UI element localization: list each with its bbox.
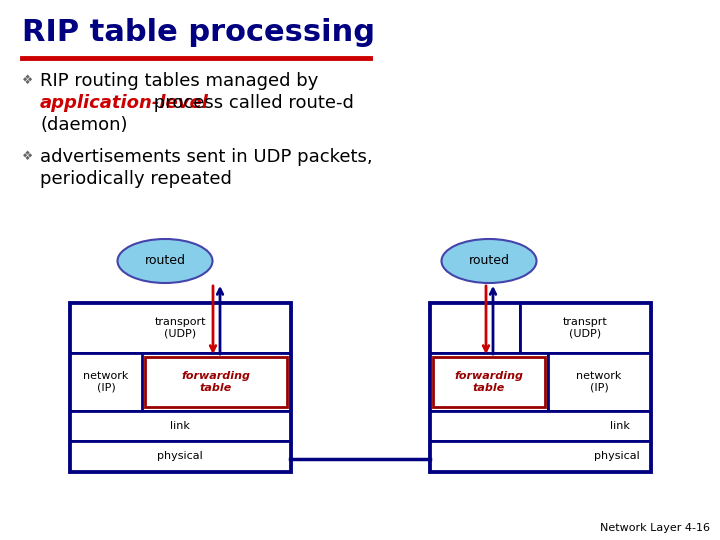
Text: network
(IP): network (IP) — [576, 371, 621, 393]
Bar — [145, 357, 287, 407]
Text: process called route-d: process called route-d — [148, 94, 354, 112]
Bar — [70, 303, 290, 353]
Text: link: link — [610, 421, 630, 431]
Bar — [430, 303, 520, 353]
Text: periodically repeated: periodically repeated — [40, 170, 232, 188]
Text: routed: routed — [469, 254, 510, 267]
Bar — [70, 353, 290, 411]
Text: RIP routing tables managed by: RIP routing tables managed by — [40, 72, 318, 90]
Text: forwarding
table: forwarding table — [181, 371, 251, 393]
Text: physical: physical — [594, 451, 640, 461]
Text: physical: physical — [157, 451, 203, 461]
Bar — [433, 357, 545, 407]
Text: network
(IP): network (IP) — [84, 371, 129, 393]
Text: ❖: ❖ — [22, 74, 33, 87]
Bar — [430, 353, 650, 411]
Bar — [430, 303, 650, 471]
Bar — [430, 303, 650, 353]
Text: transport
(UDP): transport (UDP) — [154, 317, 206, 339]
Bar — [70, 353, 142, 411]
Ellipse shape — [117, 239, 212, 283]
Text: RIP table processing: RIP table processing — [22, 18, 375, 47]
Text: advertisements sent in UDP packets,: advertisements sent in UDP packets, — [40, 148, 373, 166]
Bar — [70, 411, 290, 441]
Text: Network Layer 4-16: Network Layer 4-16 — [600, 523, 710, 533]
Bar — [430, 353, 548, 411]
Text: application-level: application-level — [40, 94, 209, 112]
Text: transprt
(UDP): transprt (UDP) — [562, 317, 608, 339]
Bar — [548, 353, 650, 411]
Text: link: link — [170, 421, 190, 431]
Text: ❖: ❖ — [22, 150, 33, 163]
Bar — [430, 411, 650, 441]
Bar — [70, 441, 290, 471]
Text: forwarding
table: forwarding table — [454, 371, 523, 393]
Bar — [520, 303, 650, 353]
Text: routed: routed — [145, 254, 186, 267]
Bar — [70, 303, 290, 471]
Text: (daemon): (daemon) — [40, 116, 127, 134]
Bar — [430, 441, 650, 471]
Ellipse shape — [441, 239, 536, 283]
